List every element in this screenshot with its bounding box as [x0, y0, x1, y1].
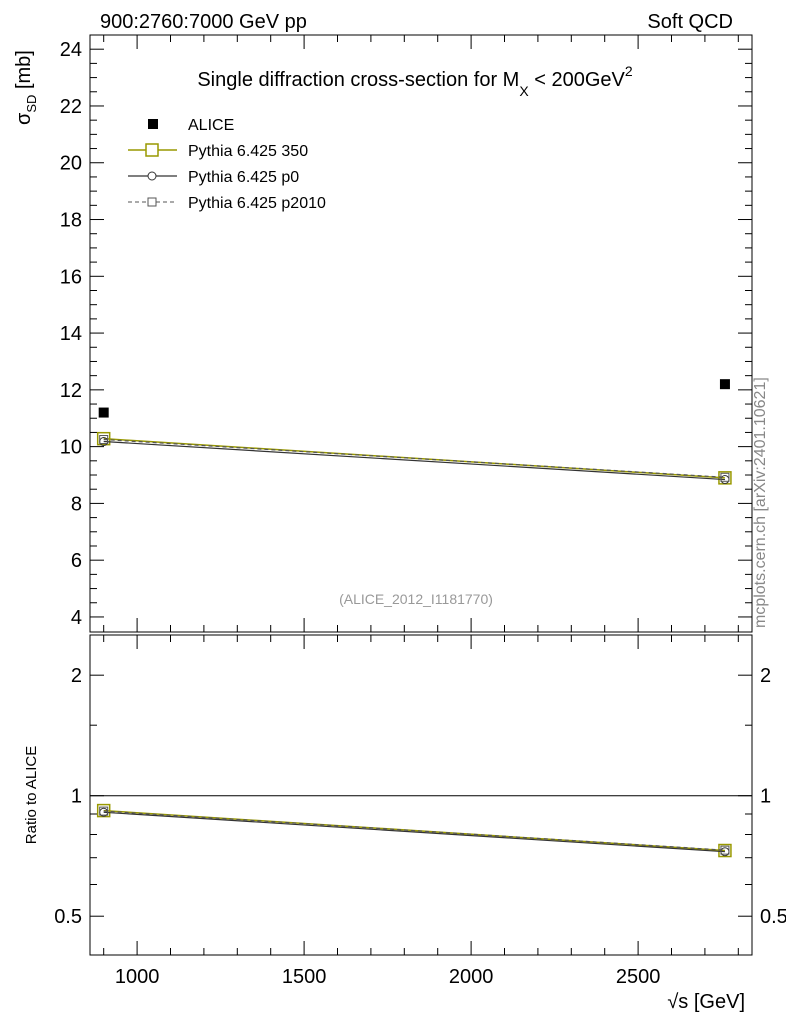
series-line-pythia-6-425-p2010: [103, 438, 725, 478]
data-point-pythia-6-425-p2010: [99, 435, 109, 445]
y-tick-label: 10: [60, 437, 82, 459]
legend-marker-350: [145, 143, 159, 157]
legend-label-p2010: Pythia 6.425 p2010: [188, 195, 326, 212]
legend-marker-alice: [148, 119, 158, 129]
x-tick-label: 2000: [449, 966, 494, 988]
y-axis-label: σSD [mb]: [13, 50, 39, 125]
data-point-alice: [98, 407, 109, 418]
legend-marker-p0: [147, 171, 157, 181]
y-tick-label: 18: [60, 210, 82, 232]
legend-label-p0: Pythia 6.425 p0: [188, 169, 299, 186]
legend-label-350: Pythia 6.425 350: [188, 143, 308, 160]
chart-title: Single diffraction cross-section for MX …: [197, 63, 633, 99]
y-tick-label: 4: [71, 607, 82, 629]
legend: ALICE Pythia 6.425 350 Pythia 6.425 p0 P…: [128, 117, 326, 212]
y-tick-label: 8: [71, 493, 82, 515]
ratio-line-pythia-6-425-p0: [103, 811, 725, 853]
y-tick-label: 20: [60, 153, 82, 175]
side-label: mcplots.cern.ch [arXiv:2401.10621]: [752, 377, 769, 628]
ratio-y-tick-label: 0.5: [760, 906, 786, 928]
y-tick-label: 16: [60, 266, 82, 288]
header-right: Soft QCD: [647, 11, 733, 33]
ratio-y-tick-label: 1: [71, 786, 82, 808]
ratio-frame: [89, 634, 753, 956]
y-tick-label: 22: [60, 96, 82, 118]
x-tick-label: 1500: [282, 966, 327, 988]
ratio-line-pythia-6-425-p2010: [103, 810, 725, 851]
x-axis-label: √s [GeV]: [667, 991, 745, 1013]
ratio-point-pythia-6-425-p2010: [720, 845, 730, 855]
y-tick-label: 14: [60, 323, 82, 345]
y-tick-label: 12: [60, 380, 82, 402]
legend-label-alice: ALICE: [188, 117, 234, 134]
x-tick-label: 2500: [616, 966, 661, 988]
series-line-pythia-6-425-p0: [103, 440, 725, 481]
ratio-point-pythia-6-425-350: [718, 843, 732, 858]
ratio-y-tick-label: 2: [71, 665, 82, 687]
y-tick-label: 6: [71, 550, 82, 572]
ratio-y-tick-label: 1: [760, 786, 771, 808]
legend-marker-p2010: [147, 197, 157, 207]
ratio-point-pythia-6-425-p2010: [99, 806, 109, 816]
ratio-y-label: Ratio to ALICE: [23, 746, 40, 844]
y-tick-label: 24: [60, 39, 82, 61]
data-point-alice: [719, 379, 730, 390]
x-tick-label: 1000: [115, 966, 160, 988]
data-point-pythia-6-425-p2010: [720, 472, 730, 482]
ratio-y-tick-label: 2: [760, 665, 771, 687]
header-left: 900:2760:7000 GeV pp: [100, 11, 307, 33]
analysis-watermark: (ALICE_2012_I1181770): [339, 591, 493, 607]
ratio-y-tick-label: 0.5: [54, 906, 82, 928]
data-point-pythia-6-425-350: [96, 431, 111, 446]
